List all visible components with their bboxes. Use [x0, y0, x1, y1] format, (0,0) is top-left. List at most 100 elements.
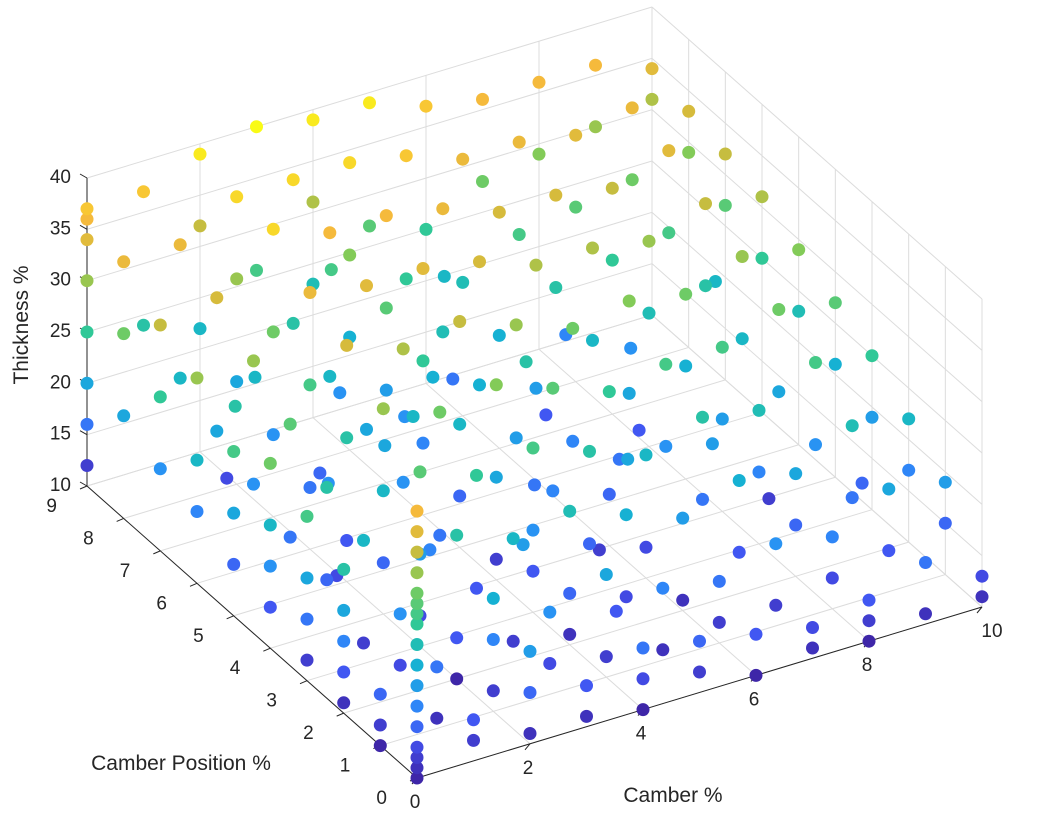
data-point: [193, 322, 207, 336]
data-point: [410, 638, 424, 651]
data-point: [453, 315, 467, 328]
data-point: [492, 328, 506, 342]
data-point: [762, 492, 776, 506]
data-point: [323, 369, 337, 383]
data-point: [679, 359, 693, 373]
data-point: [696, 410, 709, 424]
data-point: [320, 480, 334, 494]
data-point: [642, 234, 656, 248]
data-point: [919, 556, 932, 569]
data-point: [523, 644, 537, 658]
data-point: [599, 568, 613, 581]
data-point: [602, 487, 616, 501]
data-point: [580, 709, 593, 723]
data-point: [772, 385, 786, 399]
data-point: [625, 173, 639, 187]
data-point: [682, 104, 696, 118]
data-point: [506, 532, 520, 546]
gridline-z-back: [86, 160, 653, 333]
data-point: [656, 581, 670, 595]
data-point: [313, 466, 327, 480]
data-point: [592, 543, 606, 557]
data-point: [735, 332, 749, 346]
data-point: [619, 590, 633, 604]
data-point: [306, 113, 320, 127]
data-point: [599, 650, 613, 664]
y-tick-label: 1: [340, 756, 351, 777]
data-point: [642, 306, 656, 320]
data-point: [396, 342, 410, 356]
data-point: [589, 58, 602, 72]
data-point: [210, 291, 224, 305]
data-point: [373, 718, 387, 732]
data-point: [263, 518, 277, 532]
data-point: [323, 226, 337, 240]
data-point: [682, 145, 696, 159]
y-tick-label: 5: [193, 626, 204, 647]
data-point: [373, 739, 387, 753]
data-point: [357, 533, 370, 547]
data-point: [549, 188, 563, 202]
data-point: [975, 569, 989, 583]
data-point: [117, 255, 131, 269]
data-point: [437, 269, 451, 283]
data-point: [526, 564, 540, 578]
z-tick-label: 40: [50, 167, 71, 188]
data-point: [938, 516, 952, 530]
data-point: [410, 597, 424, 610]
data-point: [247, 354, 260, 368]
data-points: [80, 58, 989, 785]
data-point: [845, 491, 859, 505]
data-point: [512, 135, 526, 149]
data-point: [248, 370, 262, 384]
data-point: [263, 600, 277, 614]
y-tick-label: 2: [303, 723, 314, 744]
data-point: [718, 147, 732, 161]
y-tick: [153, 550, 161, 555]
data-point: [489, 470, 503, 484]
data-point: [410, 658, 424, 672]
data-point: [373, 687, 387, 701]
data-point: [410, 761, 424, 775]
data-point: [453, 417, 467, 431]
x-tick-label: 4: [636, 724, 647, 745]
z-tick-label: 35: [50, 218, 71, 239]
data-point: [489, 378, 503, 392]
z-tick-label: 20: [50, 372, 71, 393]
data-point: [862, 634, 876, 648]
data-point: [506, 634, 520, 648]
gridline-z-back: [86, 57, 653, 230]
data-point: [755, 251, 769, 265]
data-point: [436, 202, 450, 216]
gridline-y-floor: [196, 411, 763, 584]
data-point: [300, 653, 314, 667]
data-point: [636, 672, 650, 686]
data-point: [190, 505, 204, 518]
y-tick-label: 3: [266, 691, 277, 712]
z-tick: [79, 224, 88, 230]
data-point: [529, 258, 543, 272]
data-point: [410, 617, 424, 631]
data-point: [470, 468, 483, 482]
data-point: [300, 509, 314, 523]
data-point: [300, 612, 314, 626]
data-point: [696, 492, 709, 506]
y-tick-label: 8: [83, 528, 94, 549]
data-point: [845, 419, 859, 433]
data-point: [416, 436, 430, 450]
data-point: [467, 733, 480, 747]
data-point: [752, 465, 766, 479]
z-tick: [79, 173, 88, 179]
data-point: [303, 481, 317, 494]
data-point: [80, 325, 94, 339]
data-point: [266, 428, 280, 442]
data-point: [343, 156, 357, 170]
data-point: [399, 149, 413, 163]
data-point: [708, 275, 722, 288]
data-point: [360, 422, 373, 436]
data-point: [512, 228, 526, 241]
data-point: [410, 586, 424, 600]
data-point: [662, 226, 676, 240]
data-point: [227, 445, 241, 458]
x-tick-label: 6: [749, 689, 760, 710]
